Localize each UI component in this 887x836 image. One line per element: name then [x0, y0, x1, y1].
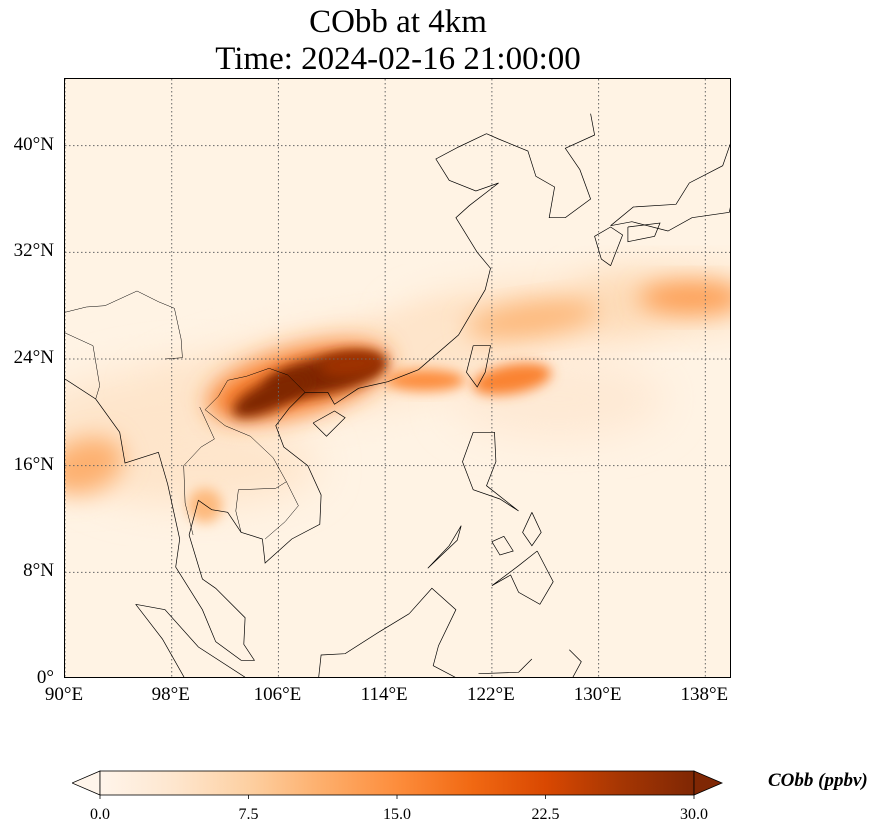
- coastline: [427, 525, 462, 569]
- colorbar-tick-label: 30.0: [680, 806, 708, 823]
- latitude-tick-label: 32°N: [13, 240, 54, 262]
- coastline: [569, 649, 582, 677]
- coastline: [135, 603, 246, 677]
- longitude-tick-label: 106°E: [253, 684, 302, 705]
- colorbar-tick-label: 22.5: [531, 806, 560, 823]
- colorbar-tick-label: 7.5: [238, 806, 259, 823]
- map-title-line1: CObb at 4km: [309, 4, 487, 40]
- latitude-tick-label: 40°N: [13, 133, 54, 155]
- coastline: [65, 133, 499, 661]
- colorbar-min-extend: [72, 770, 101, 796]
- plume-region: [319, 352, 384, 377]
- coastline: [610, 143, 730, 232]
- coastline: [318, 613, 410, 677]
- colorbar-max-extend: [693, 770, 724, 796]
- colorbar-tick-label: 15.0: [383, 806, 411, 823]
- country-border: [65, 290, 183, 360]
- coastline: [627, 222, 661, 243]
- longitude-tick-label: 138°E: [680, 684, 729, 705]
- longitude-tick-label: 98°E: [151, 684, 190, 705]
- coastline: [135, 604, 185, 677]
- plume-region: [232, 372, 311, 418]
- country-border: [65, 332, 100, 400]
- coastline: [594, 226, 624, 266]
- plume-region: [465, 299, 598, 339]
- map-plot-area: [64, 78, 731, 678]
- colorbar-ticks: [99, 795, 695, 799]
- colorbar-label: CObb (ppbv): [768, 770, 868, 791]
- graticule: [65, 79, 730, 677]
- colorbar: [72, 770, 724, 799]
- longitude-tick-label: 114°E: [360, 684, 408, 705]
- country-border: [264, 481, 299, 540]
- longitude-tick-label: 90°E: [44, 684, 84, 705]
- coastline: [522, 512, 542, 547]
- map-canvas: [65, 79, 730, 677]
- coastline: [486, 113, 595, 219]
- latitude-tick-label: 16°N: [13, 453, 54, 475]
- country-border: [204, 396, 287, 533]
- longitude-tick-label: 122°E: [467, 684, 515, 705]
- colorbar-gradient: [99, 770, 695, 796]
- coastline: [466, 345, 491, 388]
- map-title-line2: Time: 2024-02-16 21:00:00: [215, 41, 581, 77]
- coastline: [462, 431, 519, 512]
- country-border: [183, 406, 215, 536]
- coastline: [312, 410, 346, 437]
- coastline: [408, 587, 457, 677]
- latitude-tick-label: 24°N: [13, 347, 54, 368]
- plume-region: [451, 359, 666, 439]
- country-border: [218, 368, 306, 397]
- latitude-tick-label: 8°N: [23, 560, 54, 582]
- plume-region: [638, 281, 730, 314]
- longitude-tick-label: 130°E: [573, 684, 622, 705]
- latitude-tick-label: 0°: [36, 667, 54, 688]
- colorbar-tick-label: 0.0: [90, 806, 110, 823]
- plume-region: [385, 369, 466, 392]
- plume-region: [187, 488, 223, 523]
- coastline: [491, 550, 554, 605]
- coastline: [491, 535, 514, 556]
- coastlines: [65, 113, 730, 677]
- coastline: [478, 658, 533, 675]
